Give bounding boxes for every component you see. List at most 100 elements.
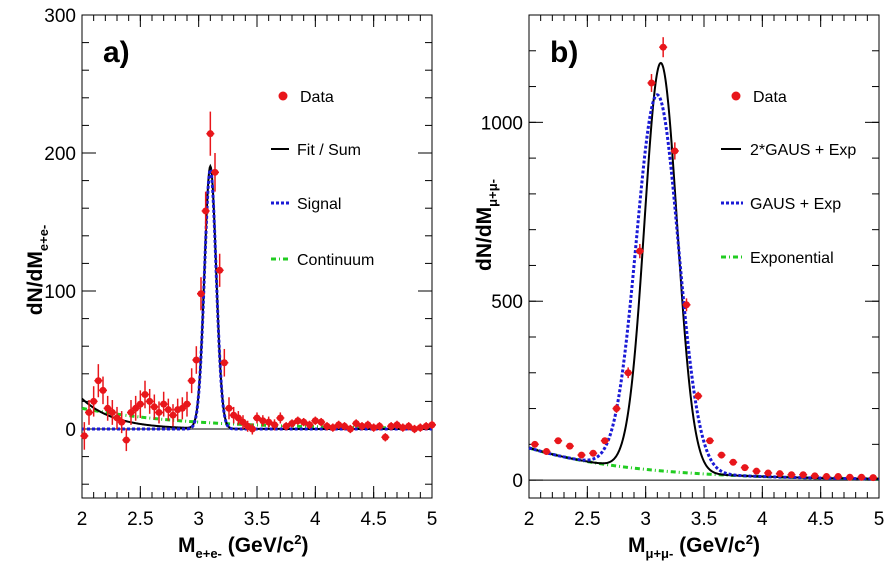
x-tick-label: 4.5 — [360, 509, 386, 530]
legend-label-data: Data — [753, 89, 787, 106]
y-tick-label: 100 — [44, 282, 76, 303]
legend-marker-data — [278, 91, 288, 101]
data-point — [683, 301, 690, 309]
data-point — [94, 377, 102, 385]
y-tick-label: 0 — [65, 420, 76, 441]
data-point — [346, 425, 354, 433]
data-point — [648, 79, 655, 87]
data-point — [127, 408, 135, 416]
data-point — [601, 437, 609, 445]
data-point — [543, 447, 550, 455]
data-point — [858, 473, 865, 481]
data-point — [132, 404, 140, 412]
data-point — [141, 391, 149, 398]
legend-label-continuum: Continuum — [297, 252, 374, 269]
data-point — [248, 425, 256, 433]
panel-a-ticks: 2 2.5 3 3.5 4 4.5 5 0 100 200 300 — [44, 6, 437, 530]
x-tick-label: 4 — [757, 509, 768, 530]
panel-a: a) 2 2.5 3 3.5 4 4.5 5 0 100 200 300 Data Fit / Su… — [24, 6, 437, 561]
panel-b-curves — [528, 61, 879, 481]
data-point — [183, 400, 191, 408]
data-point — [197, 290, 205, 298]
data-point — [370, 424, 378, 432]
data-point — [234, 414, 242, 422]
data-point — [554, 437, 562, 445]
panel-b-y-axis-label: dN/dMμ+μ- — [473, 179, 500, 271]
legend-marker-data — [731, 91, 741, 101]
data-point — [376, 422, 383, 430]
data-point — [113, 414, 121, 422]
data-point — [259, 417, 267, 425]
panel-b-label: b) — [550, 36, 578, 69]
data-point — [202, 207, 210, 215]
panel-b-frame — [528, 14, 880, 499]
data-point — [776, 470, 784, 478]
data-point — [225, 404, 233, 412]
data-point — [211, 168, 219, 176]
data-point — [220, 359, 228, 367]
data-point — [718, 451, 725, 459]
data-point — [589, 449, 597, 457]
x-tick-label: 2.5 — [574, 509, 600, 530]
data-point — [659, 43, 667, 51]
data-point — [300, 418, 308, 426]
y-tick-label: 0 — [512, 471, 523, 492]
data-point — [422, 422, 430, 430]
data-point — [265, 418, 273, 426]
y-tick-label: 200 — [44, 144, 76, 165]
data-point — [405, 422, 413, 430]
data-point — [341, 422, 348, 430]
data-point — [216, 266, 224, 274]
data-point — [188, 377, 196, 385]
legend-label-double-gaus: 2*GAUS + Exp — [750, 142, 856, 159]
data-point — [271, 421, 278, 429]
data-point — [169, 411, 177, 419]
data-point — [253, 414, 261, 422]
x-tick-label: 3 — [193, 509, 204, 530]
data-point — [122, 436, 130, 444]
y-tick-label: 300 — [44, 6, 76, 27]
panel-a-label: a) — [103, 36, 130, 69]
data-point — [206, 130, 214, 138]
panel-a-y-axis-label: dN/dMe+e- — [24, 225, 51, 316]
x-tick-label: 5 — [874, 509, 885, 530]
data-point — [788, 471, 795, 479]
legend-label-data: Data — [300, 89, 334, 106]
data-point — [99, 386, 107, 394]
data-point — [753, 467, 760, 475]
data-point — [90, 397, 98, 405]
data-point — [282, 422, 290, 430]
legend-label-gaus: GAUS + Exp — [750, 196, 841, 213]
x-tick-label: 4 — [310, 509, 321, 530]
data-point — [335, 421, 343, 429]
data-point — [160, 400, 168, 408]
data-point — [118, 418, 126, 426]
data-point — [416, 424, 424, 432]
x-tick-label: 3.5 — [691, 509, 717, 530]
data-point — [671, 147, 679, 155]
data-point — [85, 408, 93, 416]
data-point — [799, 471, 807, 479]
panel-a-x-axis-label: Me+e- (GeV/c2) — [178, 532, 309, 561]
data-point — [729, 458, 737, 466]
data-point — [706, 437, 714, 445]
data-point — [317, 418, 325, 426]
data-point — [399, 424, 407, 432]
y-tick-label: 500 — [491, 292, 523, 313]
data-point — [566, 442, 574, 450]
data-point — [411, 425, 418, 433]
data-point — [311, 417, 319, 425]
data-point — [811, 472, 819, 480]
data-point — [381, 433, 389, 441]
panel-b-data-points — [530, 37, 878, 482]
data-point — [80, 432, 88, 440]
data-point — [764, 469, 772, 477]
data-point — [869, 474, 877, 482]
data-point — [387, 422, 395, 430]
data-point — [306, 421, 313, 429]
data-point — [393, 421, 401, 429]
data-point — [531, 440, 539, 448]
data-point — [323, 422, 331, 430]
data-point — [834, 473, 842, 481]
